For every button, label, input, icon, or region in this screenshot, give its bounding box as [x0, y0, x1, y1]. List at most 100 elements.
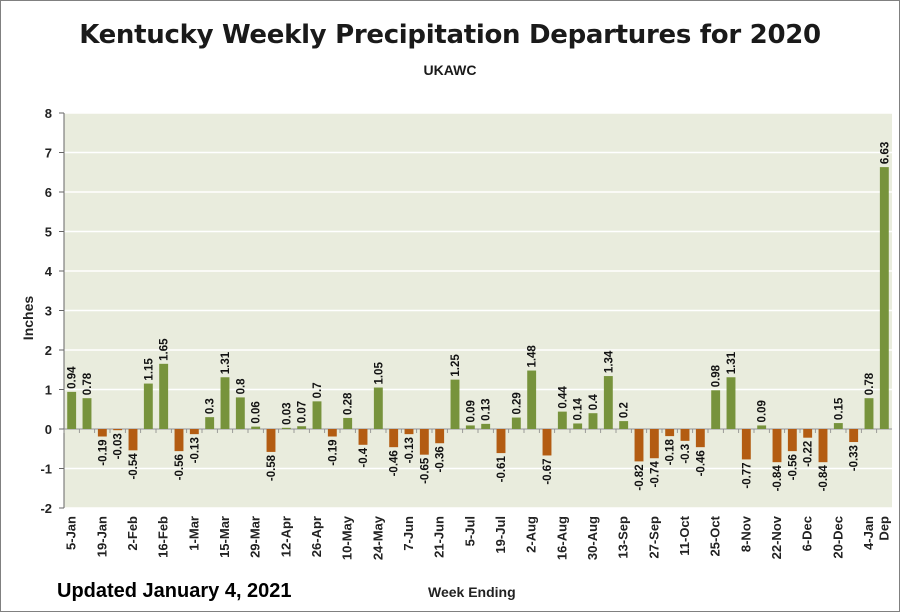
bar [619, 421, 629, 429]
data-label: 1.34 [603, 350, 615, 373]
x-tick-label: 7-Jun [401, 516, 416, 551]
updated-note: Updated January 4, 2021 [57, 580, 292, 602]
bar [205, 417, 215, 429]
bar [527, 370, 537, 429]
bar [97, 429, 107, 437]
bar [312, 401, 322, 429]
x-tick-label: 21-Jun [432, 516, 447, 558]
data-label: 6.63 [879, 142, 891, 164]
x-tick-label: 10-May [340, 515, 355, 560]
bar [82, 398, 92, 429]
data-label: 1.31 [220, 351, 232, 374]
bar [266, 429, 276, 452]
x-tick-label: 26-Apr [309, 516, 324, 557]
bar [404, 429, 414, 435]
data-label: -0.56 [787, 454, 799, 480]
bar [787, 429, 797, 452]
bar [634, 429, 644, 462]
data-label: 0.03 [281, 402, 293, 424]
data-label: -0.19 [97, 440, 109, 466]
data-label: -0.84 [818, 465, 830, 492]
y-tick-label: -1 [40, 462, 52, 477]
bar [435, 429, 445, 444]
data-label: -0.58 [266, 454, 278, 481]
x-tick-label: 24-May [370, 515, 385, 560]
data-label: -0.65 [419, 457, 431, 484]
bar [726, 377, 736, 429]
bar [803, 429, 813, 438]
data-label: 0.14 [573, 397, 585, 420]
bar [772, 429, 782, 463]
data-label: -0.03 [113, 433, 125, 459]
bar [603, 376, 613, 429]
x-tick-label: 15-Mar [217, 516, 232, 558]
bar [695, 429, 705, 448]
x-tick-label: 20-Dec [830, 516, 845, 559]
bar [174, 429, 184, 452]
data-label: 1.48 [527, 345, 539, 368]
data-label: -0.82 [634, 464, 646, 490]
bar [573, 423, 583, 429]
y-tick-label: 1 [45, 383, 52, 398]
data-label: 1.05 [373, 362, 385, 385]
data-label: 1.15 [143, 358, 155, 381]
x-tick-label: 12-Apr [278, 516, 293, 557]
y-tick-label: -2 [40, 501, 52, 516]
data-label: -0.84 [772, 465, 784, 492]
bar [159, 363, 169, 429]
bar [297, 426, 307, 429]
bar [281, 427, 291, 429]
x-tick-label: 2-Feb [125, 516, 140, 551]
x-tick-label: 4-Jan [861, 516, 876, 550]
data-label: -0.61 [496, 455, 508, 482]
x-tick-label: 27-Sep [646, 516, 661, 559]
data-label: 0.7 [312, 382, 324, 398]
data-label: -0.56 [174, 454, 186, 480]
x-tick-label: 13-Sep [616, 516, 631, 559]
x-tick-label: 5-Jan [64, 516, 79, 550]
data-label: 0.15 [833, 397, 845, 420]
data-label: 0.44 [557, 386, 569, 409]
x-tick-label: 8-Nov [738, 515, 753, 552]
bar [481, 423, 491, 429]
bar [557, 411, 567, 429]
bar [849, 429, 859, 443]
bar [189, 429, 199, 435]
data-label: -0.33 [849, 445, 861, 471]
x-tick-label: 25-Oct [708, 515, 723, 556]
data-label: 0.94 [67, 366, 79, 389]
x-tick-label: 16-Aug [554, 516, 569, 560]
data-label: 0.09 [465, 400, 477, 422]
bar [373, 387, 383, 429]
data-label: -0.22 [803, 441, 815, 467]
bar [511, 417, 521, 429]
bar [711, 390, 721, 429]
data-label: 0.28 [343, 392, 355, 415]
x-tick-label: 22-Nov [769, 515, 784, 559]
data-label: -0.18 [665, 439, 677, 466]
bar [864, 398, 874, 429]
data-label: -0.13 [189, 437, 201, 463]
data-label: 1.31 [726, 351, 738, 374]
x-tick-label: 29-Mar [248, 516, 263, 558]
data-label: 0.2 [619, 402, 631, 418]
bar [542, 429, 552, 456]
data-label: -0.77 [741, 462, 753, 488]
bar [419, 429, 429, 455]
x-tick-label: 6-Dec [800, 516, 815, 551]
data-label: -0.13 [404, 437, 416, 463]
x-tick-label: Dep [876, 516, 891, 541]
bar [235, 397, 245, 429]
chart-subtitle: UKAWC [423, 62, 477, 78]
bar [450, 379, 460, 429]
y-tick-label: 6 [45, 185, 52, 200]
bar [879, 167, 889, 430]
data-label: -0.74 [649, 461, 661, 488]
x-axis-label: Week Ending [428, 584, 516, 600]
x-tick-label: 16-Feb [156, 516, 171, 558]
bar [649, 429, 659, 459]
data-label: -0.46 [695, 450, 707, 476]
data-label: -0.67 [542, 458, 554, 484]
bar [67, 391, 77, 429]
